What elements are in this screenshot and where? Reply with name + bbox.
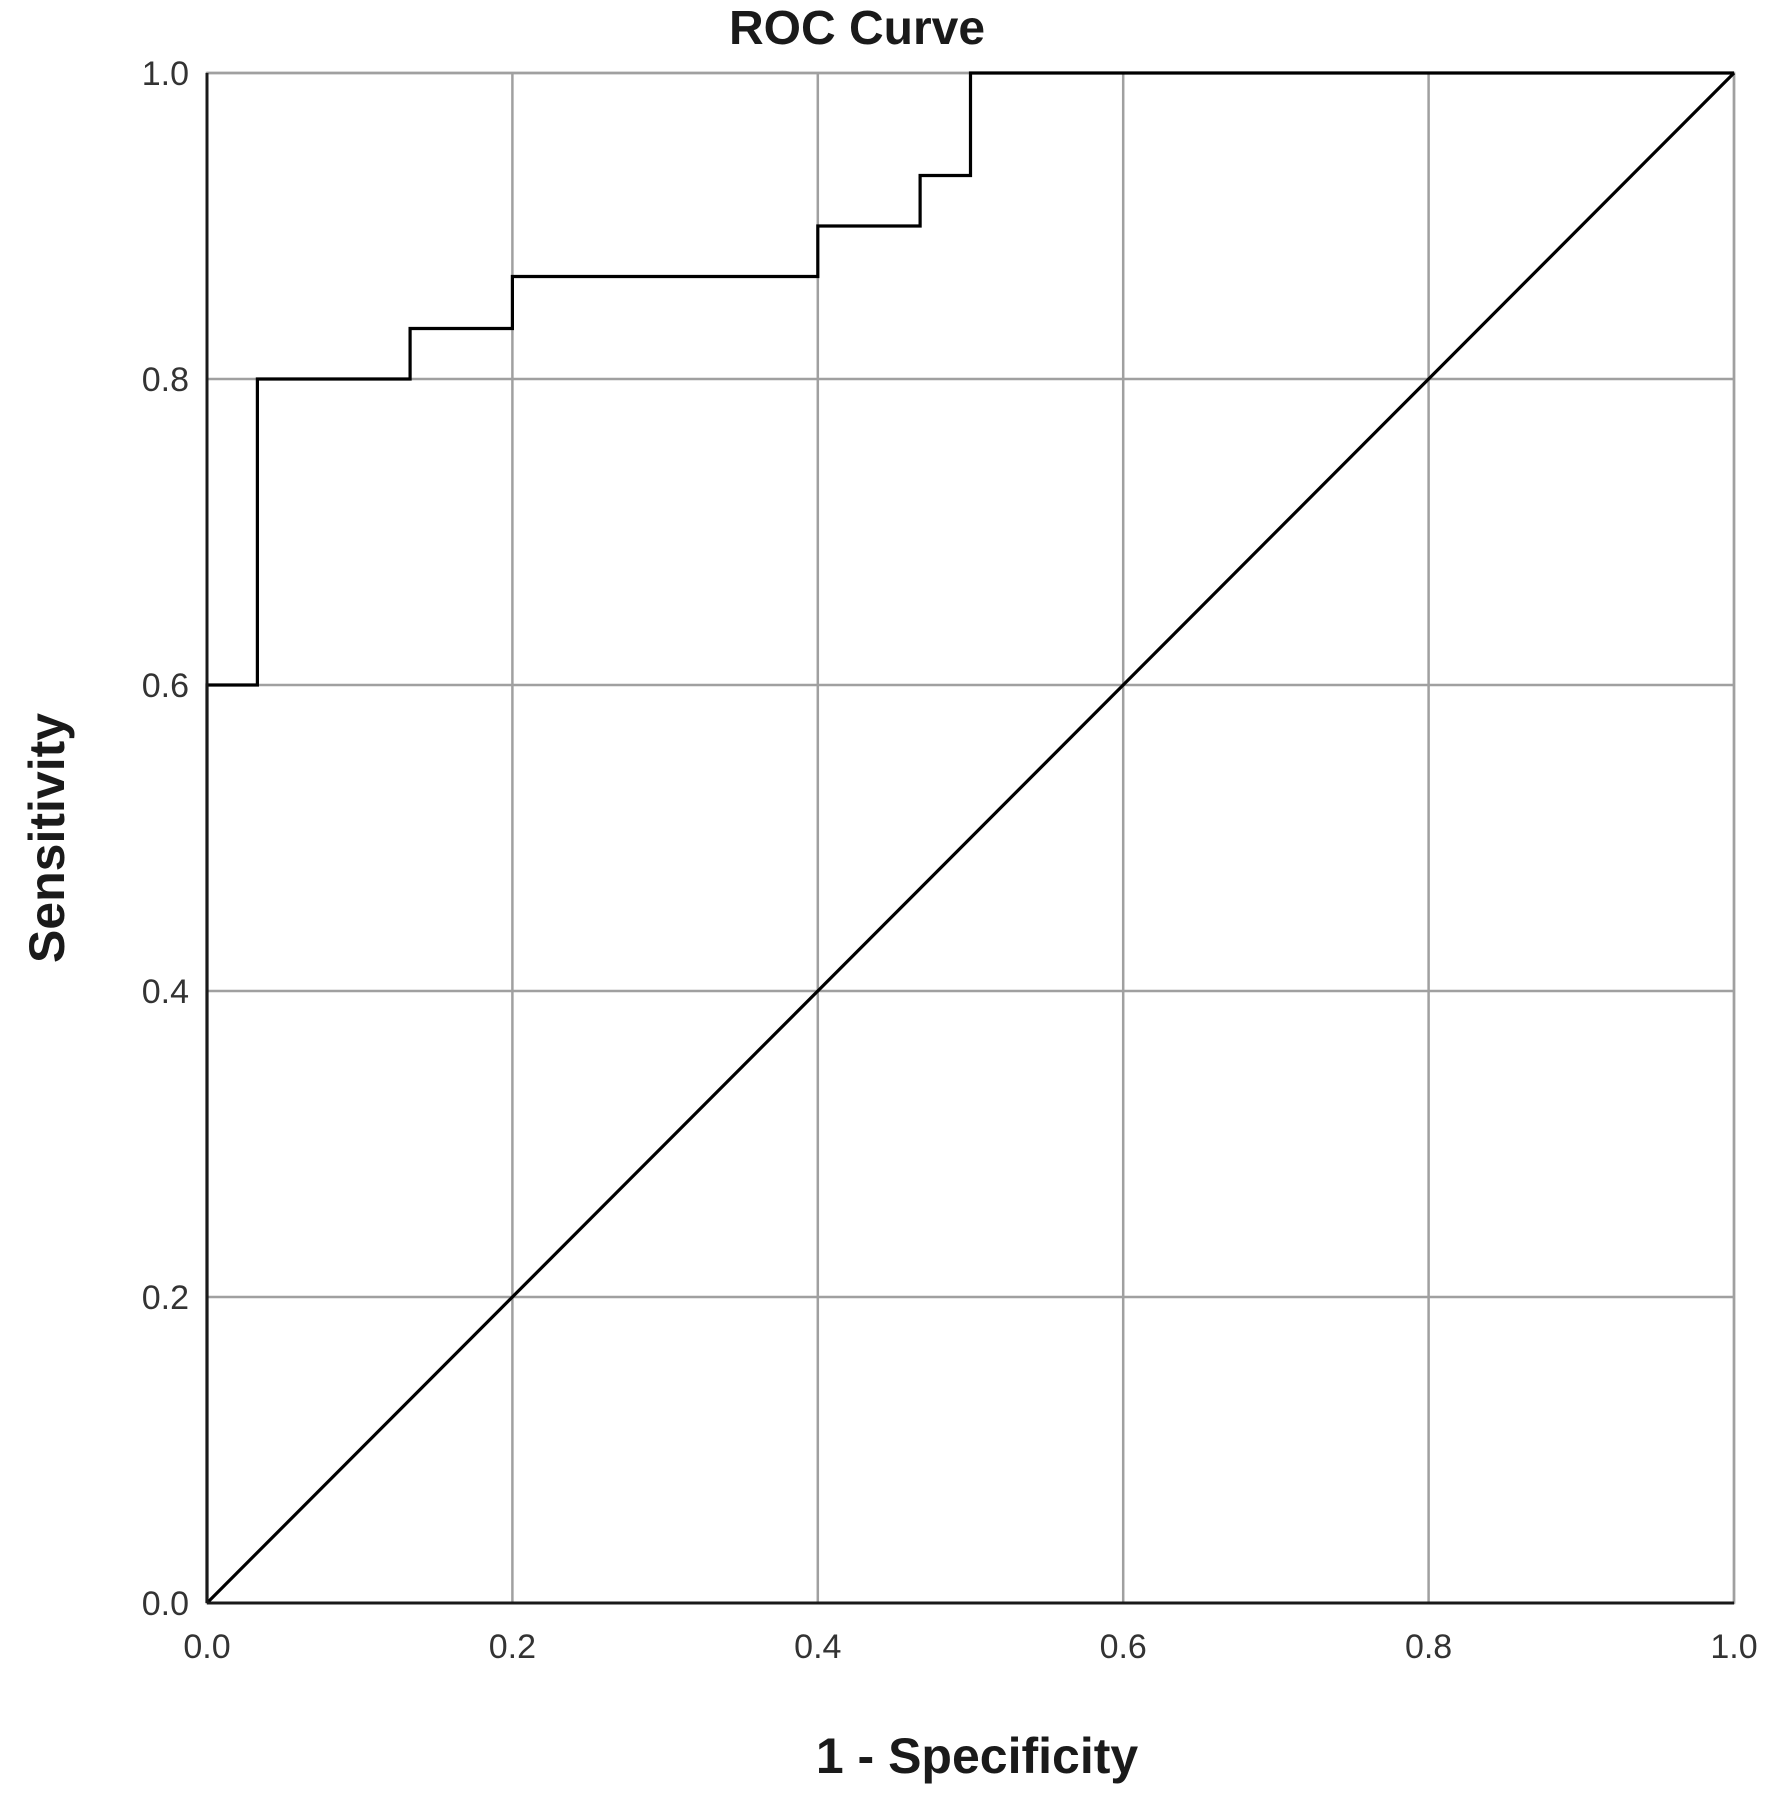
y-tick-label-4: 0.8	[142, 361, 189, 399]
chart-title: ROC Curve	[729, 2, 985, 55]
x-tick-label-4: 0.8	[1405, 1628, 1452, 1666]
x-tick-label-5: 1.0	[1710, 1628, 1757, 1666]
x-axis-title: 1 - Specificity	[816, 1728, 1139, 1784]
x-tick-labels: 0.0 0.2 0.4 0.6 0.8 1.0	[183, 1628, 1757, 1666]
y-tick-label-1: 0.2	[142, 1279, 189, 1317]
x-tick-label-0: 0.0	[183, 1628, 230, 1666]
y-tick-labels: 0.0 0.2 0.4 0.6 0.8 1.0	[142, 55, 189, 1623]
y-tick-label-0: 0.0	[142, 1585, 189, 1623]
x-tick-label-3: 0.6	[1100, 1628, 1147, 1666]
y-tick-label-3: 0.6	[142, 667, 189, 705]
series-layer	[205, 71, 1736, 1605]
y-tick-label-2: 0.4	[142, 973, 189, 1011]
y-tick-label-5: 1.0	[142, 55, 189, 93]
series-line-step	[205, 71, 1734, 1603]
x-tick-label-1: 0.2	[489, 1628, 536, 1666]
x-tick-label-2: 0.4	[794, 1628, 841, 1666]
y-axis-title: Sensitivity	[19, 713, 75, 963]
series-line-reference	[205, 71, 1736, 1605]
